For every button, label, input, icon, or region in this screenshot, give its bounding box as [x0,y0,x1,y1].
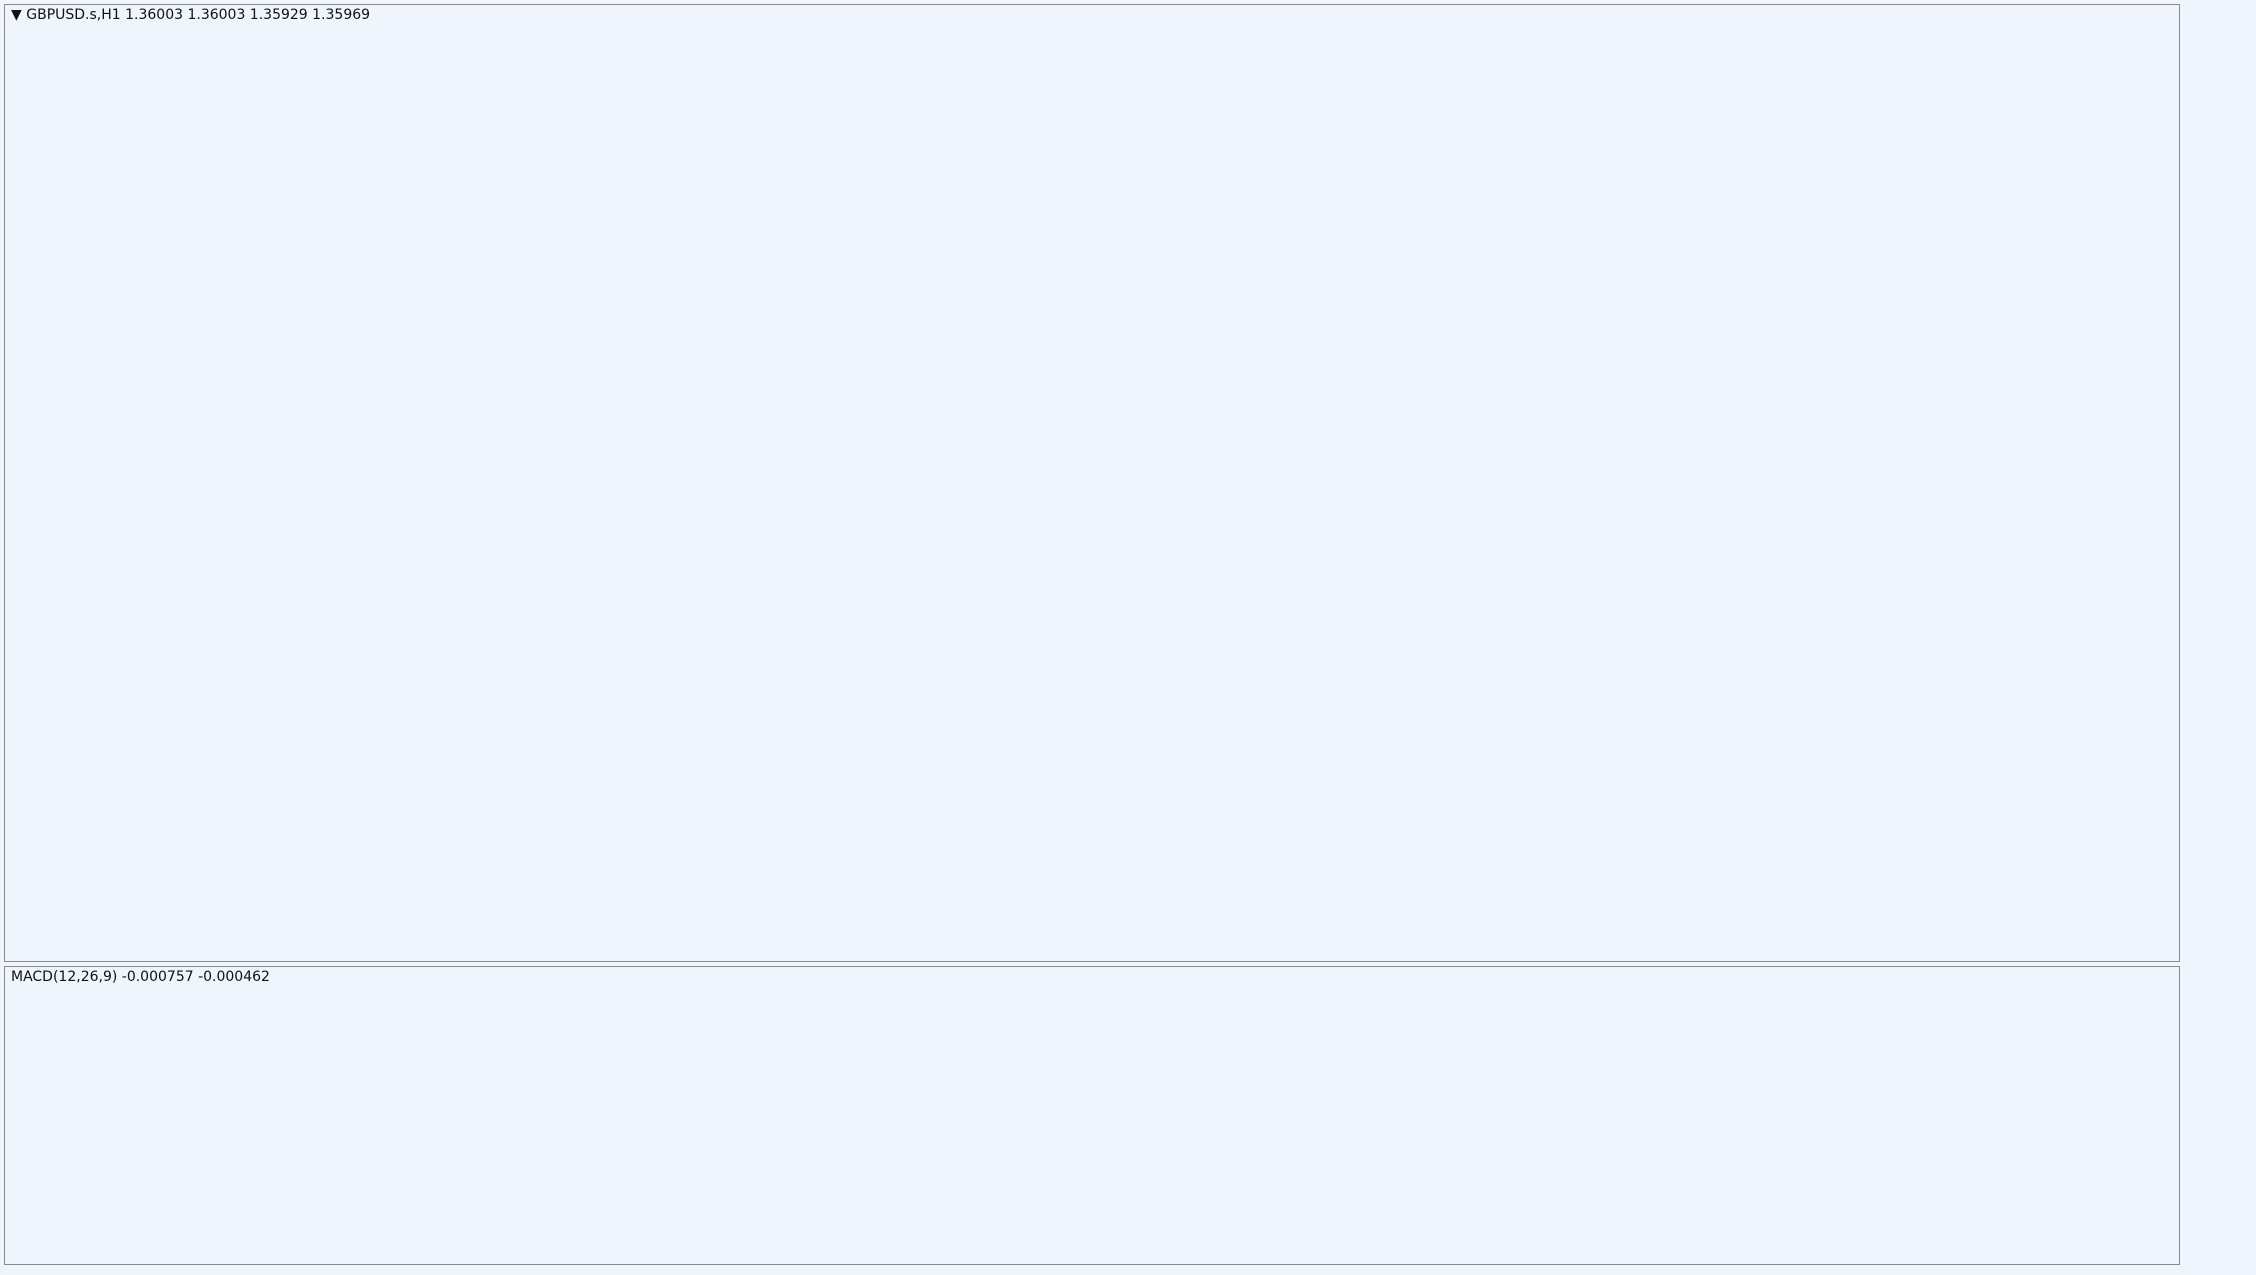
macd-panel[interactable]: MACD(12,26,9) -0.000757 -0.000462 [4,966,2180,1265]
macd-header: MACD(12,26,9) -0.000757 -0.000462 [11,969,270,985]
symbol-info: GBPUSD.s,H1 1.36003 1.36003 1.35929 1.35… [26,7,371,23]
symbol-header: ▼ GBPUSD.s,H1 1.36003 1.36003 1.35929 1.… [11,7,370,23]
price-panel[interactable]: ▼ GBPUSD.s,H1 1.36003 1.36003 1.35929 1.… [4,4,2180,962]
dropdown-icon[interactable]: ▼ [11,7,22,23]
